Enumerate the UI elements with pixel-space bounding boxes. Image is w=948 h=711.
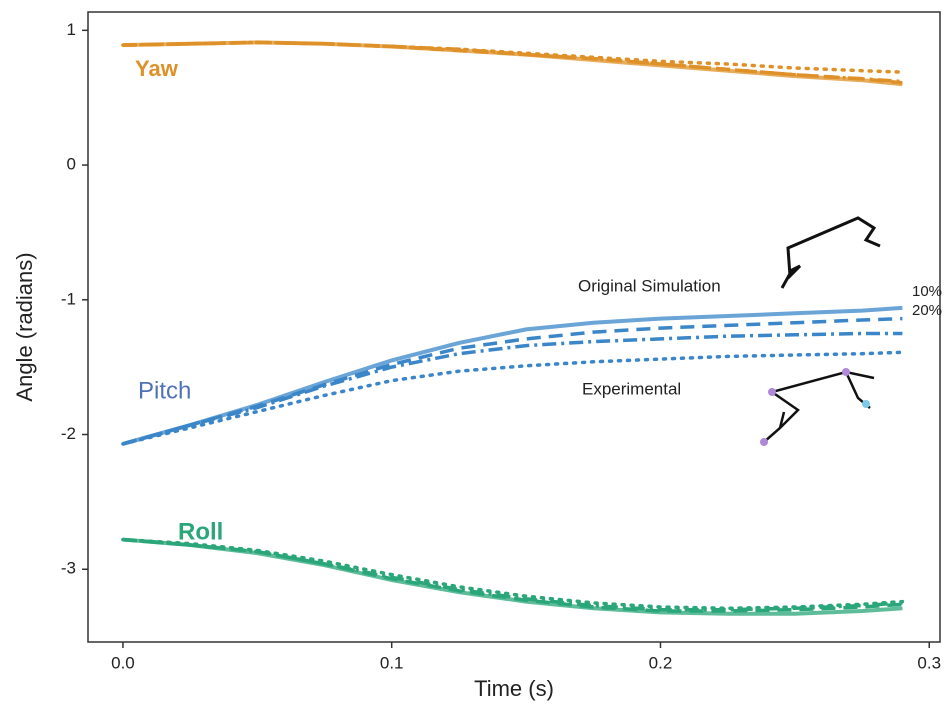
x-tick-label: 0.0 bbox=[111, 653, 135, 672]
series-line bbox=[121, 350, 905, 446]
x-axis-title: Time (s) bbox=[474, 676, 554, 701]
y-tick-label: -1 bbox=[61, 289, 76, 308]
series-line bbox=[122, 40, 903, 87]
annotation: Experimental bbox=[582, 379, 681, 398]
figure-icon-simulation bbox=[780, 216, 881, 289]
series-line bbox=[121, 537, 905, 611]
plot-frame bbox=[87, 11, 941, 643]
series-line bbox=[121, 40, 905, 74]
annotation: 20% bbox=[912, 302, 942, 319]
annotation: 10% bbox=[912, 283, 942, 300]
y-tick-label: 1 bbox=[67, 20, 76, 39]
x-tick-label: 0.3 bbox=[917, 653, 941, 672]
y-tick-label: 0 bbox=[67, 155, 76, 174]
y-tick-label: -2 bbox=[61, 424, 76, 443]
annotation: Roll bbox=[178, 518, 223, 545]
annotation: Original Simulation bbox=[578, 276, 721, 295]
x-tick-label: 0.1 bbox=[380, 653, 404, 672]
series-line bbox=[122, 316, 903, 446]
figure-icon-experimental bbox=[760, 368, 875, 446]
x-tick-label: 0.2 bbox=[649, 653, 673, 672]
y-tick-label: -3 bbox=[61, 559, 76, 578]
annotation: Pitch bbox=[138, 377, 191, 404]
series-line bbox=[122, 331, 903, 446]
y-axis-title: Angle (radians) bbox=[12, 252, 37, 401]
annotation: Yaw bbox=[135, 56, 179, 81]
